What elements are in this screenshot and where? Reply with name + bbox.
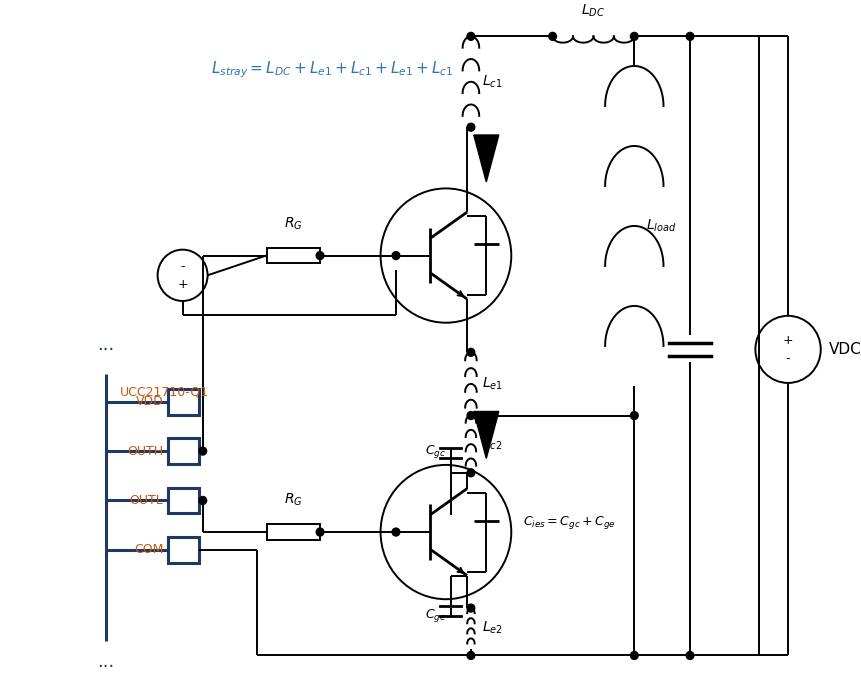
Text: $C_{gc}$: $C_{gc}$ — [425, 443, 446, 459]
Text: $R_G$: $R_G$ — [284, 492, 302, 509]
Circle shape — [467, 348, 474, 356]
Circle shape — [686, 652, 694, 659]
Text: -: - — [786, 352, 790, 365]
Circle shape — [467, 604, 474, 612]
Circle shape — [630, 652, 638, 659]
Text: $L_{load}$: $L_{load}$ — [646, 218, 677, 234]
Circle shape — [392, 528, 400, 536]
Text: COM: COM — [134, 543, 164, 557]
Text: UCC21710-Q1: UCC21710-Q1 — [121, 386, 209, 399]
Bar — [168, 488, 199, 514]
Text: $C_{ge}$: $C_{ge}$ — [424, 607, 446, 625]
Text: $L_{stray}=L_{DC}+L_{e1}+L_{c1}+L_{e1}+L_{c1}$: $L_{stray}=L_{DC}+L_{e1}+L_{c1}+L_{e1}+L… — [212, 60, 454, 81]
Text: $L_{c2}$: $L_{c2}$ — [482, 436, 503, 452]
Text: +: + — [783, 334, 793, 347]
Text: $L_{c1}$: $L_{c1}$ — [482, 74, 503, 90]
Text: VDD: VDD — [136, 395, 164, 408]
Text: OUTL: OUTL — [130, 494, 164, 507]
Text: VDC: VDC — [828, 342, 861, 357]
Bar — [168, 438, 199, 464]
Circle shape — [548, 33, 556, 40]
Circle shape — [467, 33, 474, 40]
Bar — [168, 389, 199, 414]
Circle shape — [467, 412, 474, 419]
Bar — [168, 537, 199, 563]
Text: $L_{DC}$: $L_{DC}$ — [581, 2, 605, 19]
Circle shape — [316, 528, 324, 536]
Circle shape — [199, 447, 207, 455]
Circle shape — [630, 412, 638, 419]
Text: +: + — [177, 278, 188, 291]
Text: $L_{e2}$: $L_{e2}$ — [482, 620, 504, 636]
Circle shape — [467, 652, 474, 659]
Circle shape — [686, 33, 694, 40]
Text: -: - — [180, 260, 185, 273]
Polygon shape — [474, 135, 499, 182]
Polygon shape — [474, 412, 499, 459]
Text: ...: ... — [97, 337, 115, 355]
Circle shape — [630, 33, 638, 40]
Text: OUTH: OUTH — [127, 445, 164, 457]
Circle shape — [467, 469, 474, 477]
Circle shape — [392, 252, 400, 260]
Text: $C_{ies}=C_{gc}+C_{ge}$: $C_{ies}=C_{gc}+C_{ge}$ — [523, 514, 616, 531]
Bar — [267, 524, 319, 540]
Text: ...: ... — [97, 652, 115, 670]
Text: $L_{e1}$: $L_{e1}$ — [482, 375, 504, 392]
Bar — [267, 248, 319, 264]
Circle shape — [316, 252, 324, 260]
Text: $R_G$: $R_G$ — [284, 215, 302, 232]
Circle shape — [467, 124, 474, 131]
Circle shape — [199, 496, 207, 505]
